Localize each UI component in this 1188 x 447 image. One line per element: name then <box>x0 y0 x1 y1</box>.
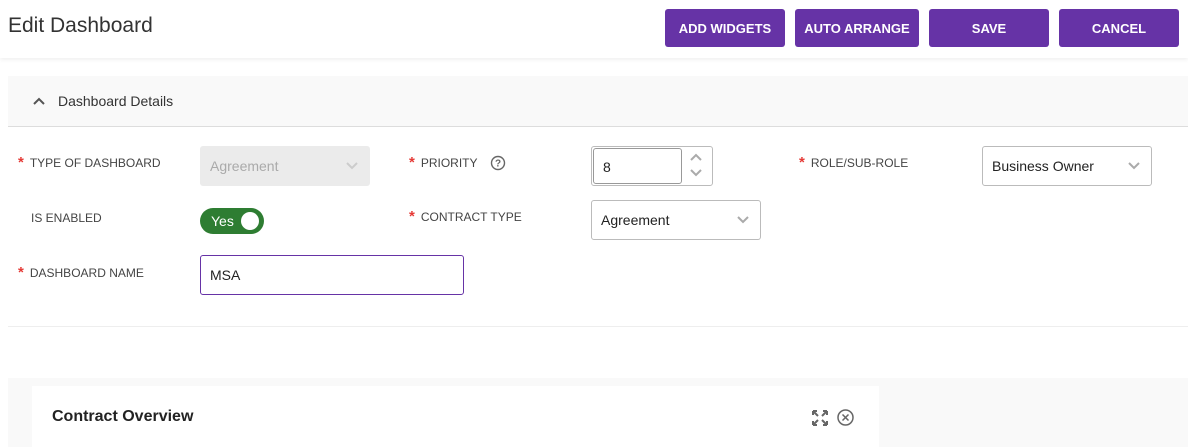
dashboard-details-header[interactable]: Dashboard Details <box>8 76 1188 127</box>
priority-label: * PRIORITY ? <box>409 154 506 171</box>
role-label: * ROLE/SUB-ROLE <box>799 154 909 171</box>
role-select[interactable]: Business Owner <box>982 146 1152 186</box>
dashboard-name-input[interactable]: MSA <box>200 255 464 295</box>
priority-stepper[interactable]: 8 <box>591 146 713 186</box>
help-icon[interactable]: ? <box>490 155 506 171</box>
chevron-up-icon <box>33 97 45 105</box>
svg-text:?: ? <box>494 158 500 169</box>
auto-arrange-button[interactable]: AUTO ARRANGE <box>795 9 919 47</box>
priority-input[interactable]: 8 <box>593 148 682 184</box>
chevron-down-icon <box>737 216 749 224</box>
widget-contract-overview[interactable]: Contract Overview <box>32 386 879 447</box>
page-title: Edit Dashboard <box>8 14 153 37</box>
type-of-dashboard-select: Agreement <box>200 146 370 186</box>
contract-type-label: * CONTRACT TYPE <box>409 208 522 225</box>
cancel-button[interactable]: CANCEL <box>1059 9 1179 47</box>
decrement-icon[interactable] <box>688 167 704 179</box>
dashboard-name-label: * DASHBOARD NAME <box>18 264 144 281</box>
chevron-down-icon <box>346 162 358 170</box>
add-widgets-button[interactable]: ADD WIDGETS <box>665 9 785 47</box>
save-button[interactable]: SAVE <box>929 9 1049 47</box>
contract-type-select[interactable]: Agreement <box>591 200 761 240</box>
section-title: Dashboard Details <box>58 93 174 109</box>
is-enabled-label: IS ENABLED <box>31 211 102 225</box>
close-icon[interactable] <box>836 408 855 427</box>
chevron-down-icon <box>1128 162 1140 170</box>
expand-icon[interactable] <box>811 409 829 427</box>
type-of-dashboard-label: * TYPE OF DASHBOARD <box>18 154 161 171</box>
increment-icon[interactable] <box>688 151 704 163</box>
is-enabled-toggle[interactable]: Yes <box>200 208 264 234</box>
widget-title: Contract Overview <box>52 408 194 425</box>
